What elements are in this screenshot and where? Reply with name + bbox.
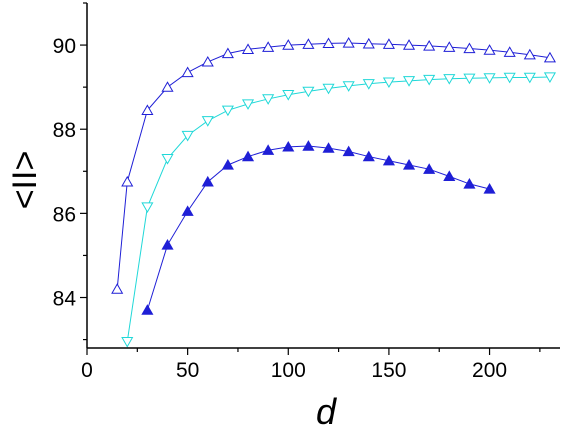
- data-point: [523, 72, 536, 84]
- data-point: [342, 145, 355, 157]
- data-point: [302, 38, 315, 49]
- data-point: [181, 130, 194, 142]
- data-point: [161, 238, 174, 250]
- data-point: [121, 175, 134, 187]
- data-point: [262, 94, 275, 105]
- data-point: [241, 150, 255, 162]
- x-tick-label: 150: [371, 359, 406, 382]
- data-point: [141, 202, 154, 214]
- y-tick-label: 84: [53, 288, 77, 311]
- x-axis-label: d: [316, 391, 337, 428]
- data-point: [483, 183, 496, 194]
- data-point: [362, 37, 375, 49]
- data-point: [141, 104, 154, 115]
- data-point: [161, 154, 174, 165]
- data-point: [382, 154, 395, 166]
- data-point: [221, 105, 234, 117]
- data-point: [402, 39, 416, 50]
- data-point: [181, 205, 194, 216]
- data-point: [322, 142, 335, 153]
- data-point: [443, 41, 456, 52]
- data-point: [362, 79, 375, 90]
- data-point: [282, 90, 295, 101]
- axes: 0 50 100 150 200 84 86 88 90: [53, 2, 560, 382]
- data-point: [322, 83, 335, 95]
- data-point: [483, 73, 496, 84]
- data-point: [382, 38, 395, 49]
- y-tick-label: 86: [53, 203, 76, 226]
- data-point: [342, 81, 355, 92]
- plot-area: [111, 37, 556, 348]
- data-point: [201, 116, 214, 127]
- data-point: [543, 72, 556, 83]
- data-point: [282, 39, 295, 50]
- data-point: [463, 73, 476, 85]
- x-tick-label: 100: [271, 359, 306, 382]
- data-point: [181, 66, 194, 78]
- data-point: [262, 41, 275, 52]
- data-point: [543, 51, 556, 63]
- data-point: [221, 159, 234, 170]
- y-tick-label: 90: [53, 35, 76, 58]
- series-2: [121, 72, 556, 348]
- data-point: [111, 283, 124, 294]
- y-axis-label: <II>: [6, 151, 44, 210]
- series-1: [111, 37, 556, 294]
- data-point: [443, 74, 456, 85]
- x-tick-label: 50: [176, 359, 199, 382]
- data-point: [121, 337, 134, 348]
- y-tick-label: 88: [53, 119, 76, 142]
- x-tick-label: 0: [81, 359, 93, 382]
- data-point: [241, 99, 255, 110]
- data-point: [362, 150, 375, 162]
- data-point: [342, 37, 355, 48]
- data-point: [463, 177, 476, 189]
- data-point: [302, 140, 315, 151]
- data-point: [201, 55, 214, 67]
- series-3: [141, 140, 496, 315]
- data-point: [282, 140, 295, 152]
- data-point: [221, 47, 234, 59]
- data-point: [523, 48, 536, 60]
- data-point: [423, 163, 436, 174]
- data-point: [463, 42, 476, 54]
- series-line: [116, 42, 551, 290]
- data-point: [161, 81, 174, 92]
- series-line: [146, 145, 490, 311]
- data-point: [423, 74, 436, 86]
- data-point: [503, 46, 516, 57]
- series-line: [126, 76, 550, 342]
- x-tick-label: 200: [472, 359, 507, 382]
- data-point: [402, 76, 416, 87]
- data-point: [302, 86, 315, 98]
- data-point: [402, 159, 416, 170]
- data-point: [382, 77, 395, 89]
- data-point: [241, 43, 255, 54]
- data-point: [141, 304, 154, 315]
- data-point: [262, 144, 275, 155]
- data-point: [443, 170, 456, 182]
- data-point: [201, 175, 214, 187]
- data-point: [322, 37, 335, 49]
- data-point: [483, 44, 496, 55]
- data-point: [423, 39, 436, 51]
- data-point: [503, 72, 516, 84]
